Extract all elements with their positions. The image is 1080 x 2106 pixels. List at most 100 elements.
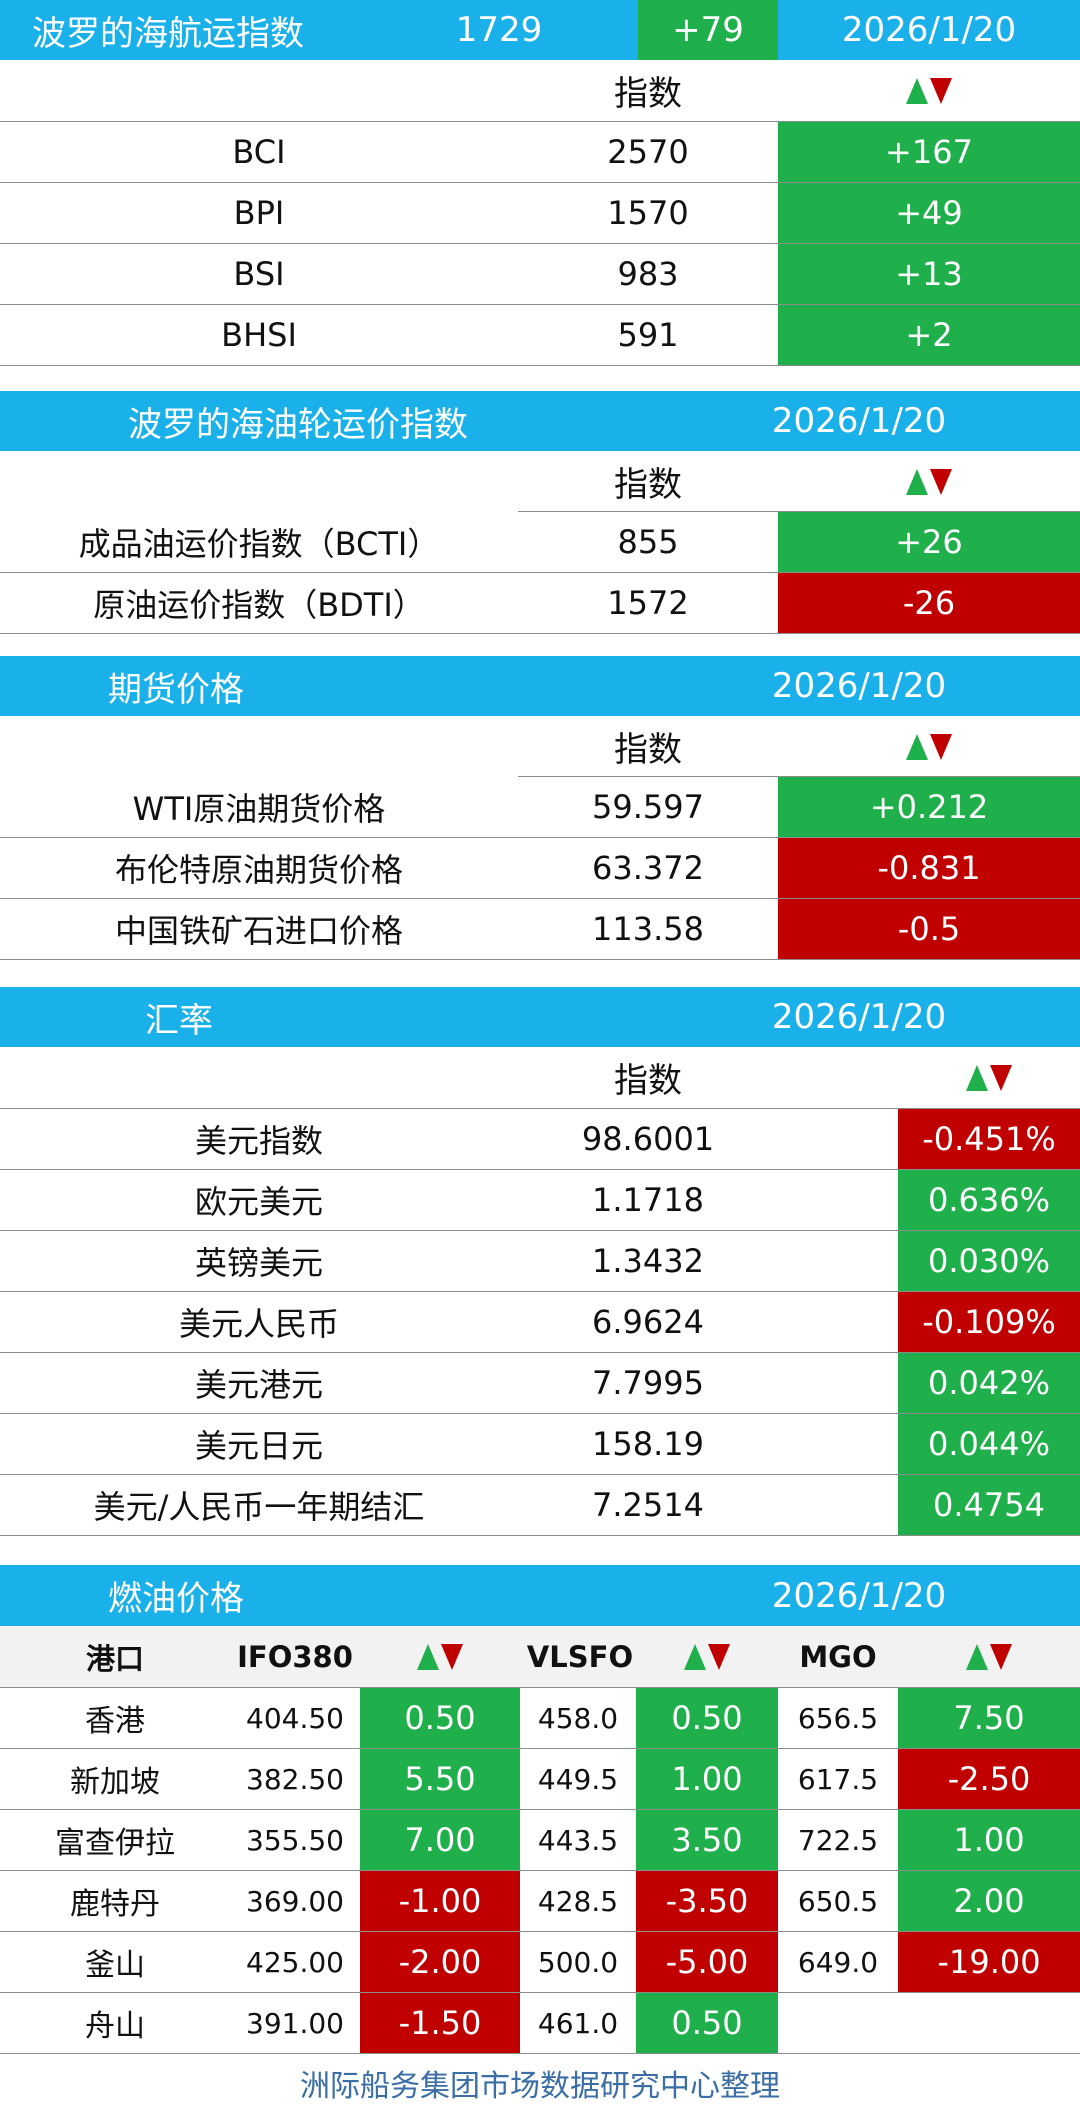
fuel-mgo-change: 7.50	[898, 1688, 1080, 1748]
fuel-port: 新加坡	[70, 1765, 160, 1800]
fx-row: 美元/人民币一年期结汇 7.2514 0.4754	[0, 1475, 1080, 1536]
fuel-row: 舟山 391.00 -1.50 461.0 0.50	[0, 1993, 1080, 2054]
futures-title-bar: 期货价格 2026/1/20	[0, 656, 1080, 716]
futures-column-header: 指数	[0, 716, 1080, 777]
baltic_dry-row-value: 591	[617, 316, 679, 354]
fx-row-change: -0.109%	[898, 1292, 1080, 1352]
footer-credit: 洲际船务集团市场数据研究中心整理	[300, 2069, 780, 2104]
fx-row-change: 0.636%	[898, 1170, 1080, 1230]
down-arrow-icon	[441, 1643, 463, 1670]
fuel-col-mgo: MGO	[799, 1639, 877, 1674]
fuel-row: 香港 404.50 0.50 458.0 0.50 656.5 7.50	[0, 1688, 1080, 1749]
fx-row: 美元港元 7.7995 0.042%	[0, 1353, 1080, 1414]
up-arrow-icon	[966, 1064, 988, 1091]
fuel-col-port: 港口	[85, 1641, 144, 1676]
fuel-ifo-change: 7.00	[360, 1810, 520, 1870]
futures-row-name: 布伦特原油期货价格	[114, 851, 403, 889]
fuel-row: 釜山 425.00 -2.00 500.0 -5.00 649.0 -19.00	[0, 1932, 1080, 1993]
fx-row-name: 美元港元	[194, 1366, 323, 1404]
baltic_tanker-row: 原油运价指数（BDTI） 1572 -26	[0, 573, 1080, 634]
down-arrow-icon	[990, 1643, 1012, 1670]
fx-row-value: 1.3432	[592, 1242, 704, 1280]
baltic_dry-row-name: BHSI	[221, 316, 297, 354]
fuel-title: 燃油价格	[108, 1579, 244, 1619]
fuel-mgo-price: 617.5	[797, 1762, 879, 1796]
baltic_dry-row-change: +49	[778, 183, 1080, 243]
fx-row-value: 1.1718	[592, 1181, 704, 1219]
fuel-port: 釜山	[85, 1948, 145, 1983]
fx-row-value: 6.9624	[592, 1303, 704, 1341]
baltic_dry-row: BHSI 591 +2	[0, 305, 1080, 366]
fuel-row: 新加坡 382.50 5.50 449.5 1.00 617.5 -2.50	[0, 1749, 1080, 1810]
baltic_dry-row-name: BSI	[233, 255, 285, 293]
tanker-arrows	[778, 451, 1080, 512]
fuel-vlsfo-price: 449.5	[537, 1762, 619, 1796]
down-arrow-icon	[930, 468, 952, 495]
fuel-vlsfo-price: 461.0	[537, 2006, 619, 2040]
fuel-ifo-change: -1.50	[360, 1993, 520, 2053]
fuel-column-header: 港口 IFO380 VLSFO MGO	[0, 1626, 1080, 1688]
fuel-ifo-change: 0.50	[360, 1688, 520, 1748]
futures-row-value: 113.58	[592, 910, 704, 948]
fx-row: 英镑美元 1.3432 0.030%	[0, 1231, 1080, 1292]
down-arrow-icon	[930, 77, 952, 104]
baltic_dry-row-change: +2	[778, 305, 1080, 365]
fuel-ifo-price: 382.50	[246, 1762, 344, 1796]
fuel-vlsfo-change: 3.50	[636, 1810, 778, 1870]
fuel-row: 鹿特丹 369.00 -1.00 428.5 -3.50 650.5 2.00	[0, 1871, 1080, 1932]
fuel-title-bar: 燃油价格 2026/1/20	[0, 1565, 1080, 1626]
fuel-col-vlsfo: VLSFO	[526, 1639, 634, 1674]
fuel-row: 富查伊拉 355.50 7.00 443.5 3.50 722.5 1.00	[0, 1810, 1080, 1871]
futures-row-change: -0.5	[778, 899, 1080, 959]
baltic_tanker-row: 成品油运价指数（BCTI） 855 +26	[0, 512, 1080, 573]
fuel-mgo-price: 649.0	[797, 1945, 879, 1979]
fuel-vlsfo-price: 500.0	[537, 1945, 619, 1979]
fuel-mgo-change: 1.00	[898, 1810, 1080, 1870]
fx-row-name: 欧元美元	[194, 1183, 323, 1221]
fuel-ifo-price: 369.00	[246, 1884, 344, 1918]
fuel-vlsfo-change: 1.00	[636, 1749, 778, 1809]
baltic_dry-row: BSI 983 +13	[0, 244, 1080, 305]
baltic_dry-row-name: BPI	[233, 194, 285, 232]
futures-arrows	[778, 716, 1080, 777]
fuel-mgo-change: -2.50	[898, 1749, 1080, 1809]
fuel-vlsfo-change: -3.50	[636, 1871, 778, 1931]
fx-row-change: 0.4754	[898, 1475, 1080, 1535]
futures-row-name: WTI原油期货价格	[132, 790, 386, 828]
fuel-mgo-price: 650.5	[797, 1884, 879, 1918]
baltic_tanker-row-name: 成品油运价指数（BCTI）	[78, 525, 440, 563]
fx-row: 欧元美元 1.1718 0.636%	[0, 1170, 1080, 1231]
fuel-mgo-arrows	[898, 1626, 1080, 1687]
baltic_dry-row: BPI 1570 +49	[0, 183, 1080, 244]
bdi-date: 2026/1/20	[841, 10, 1017, 50]
fx-row: 美元人民币 6.9624 -0.109%	[0, 1292, 1080, 1353]
fuel-vlsfo-price: 443.5	[537, 1823, 619, 1857]
tanker-title: 波罗的海油轮运价指数	[128, 404, 468, 445]
tanker-title-bar: 波罗的海油轮运价指数 2026/1/20	[0, 391, 1080, 451]
up-arrow-icon	[966, 1643, 988, 1670]
down-arrow-icon	[930, 733, 952, 760]
fx-row-value: 98.6001	[581, 1120, 715, 1158]
futures-row: 中国铁矿石进口价格 113.58 -0.5	[0, 899, 1080, 960]
fx-row-change: 0.042%	[898, 1353, 1080, 1413]
baltic_dry-row: BCI 2570 +167	[0, 122, 1080, 183]
fx-date: 2026/1/20	[771, 997, 947, 1037]
baltic_dry-row-value: 983	[617, 255, 679, 293]
fuel-vlsfo-change: -5.00	[636, 1932, 778, 1992]
fx-title-bar: 汇率 2026/1/20	[0, 987, 1080, 1047]
fuel-ifo-change: -2.00	[360, 1932, 520, 1992]
baltic_dry-row-value: 2570	[607, 133, 689, 171]
bdi-value: 1729	[455, 10, 543, 50]
fuel-vlsfo-price: 428.5	[537, 1884, 619, 1918]
fuel-mgo-price: 656.5	[797, 1701, 879, 1735]
fuel-port: 香港	[85, 1704, 145, 1739]
fuel-port: 富查伊拉	[55, 1826, 175, 1861]
futures-row-value: 63.372	[592, 849, 704, 887]
fx-column-header: 指数	[0, 1047, 1080, 1109]
fuel-port: 鹿特丹	[70, 1887, 160, 1922]
baltic_dry-row-change: +13	[778, 244, 1080, 304]
fuel-ifo-arrows	[360, 1626, 520, 1687]
baltic_tanker-row-value: 855	[617, 523, 679, 561]
fuel-vlsfo-change: 0.50	[636, 1688, 778, 1748]
fuel-vlsfo-arrows	[636, 1626, 778, 1687]
